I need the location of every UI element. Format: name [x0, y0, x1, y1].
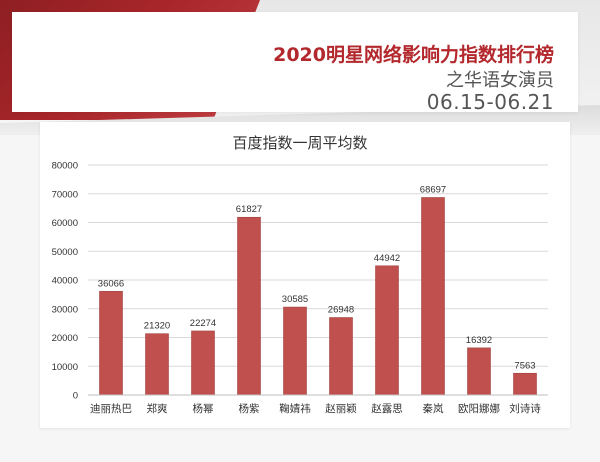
x-tick-label: 秦岚: [423, 402, 444, 415]
bar: [237, 216, 261, 396]
bar: [421, 197, 445, 396]
y-tick-label: 10000: [52, 362, 78, 373]
data-label: 21320: [144, 321, 170, 332]
bar: [99, 291, 123, 396]
logo-chinese-text: 明星权力榜: [82, 49, 172, 69]
chart-title: 百度指数一周平均数: [232, 134, 368, 152]
y-tick-label: 40000: [52, 276, 78, 287]
data-label: 7563: [514, 360, 535, 371]
bar: [467, 347, 491, 396]
data-label: 61827: [236, 204, 262, 215]
bar: [375, 265, 399, 396]
logo-p-mark-icon: [50, 42, 80, 68]
data-label: 36066: [98, 278, 124, 289]
x-tick-label: 郑爽: [147, 402, 168, 415]
x-tick-label: 赵露思: [371, 402, 403, 415]
data-label: 16392: [466, 335, 492, 346]
data-label: 26948: [328, 305, 354, 316]
x-tick-label: 欧阳娜娜: [458, 402, 500, 415]
bar: [191, 330, 215, 396]
x-tick-label: 迪丽热巴: [90, 402, 132, 415]
page-subtitle: 之华语女演员: [446, 70, 554, 91]
date-range: 06.15-06.21: [426, 90, 554, 114]
page-title: 2020明星网络影响力指数排行榜: [273, 44, 554, 66]
y-tick-label: 80000: [52, 161, 78, 172]
x-tick-label: 杨幂: [193, 402, 214, 415]
x-tick-label: 杨紫: [239, 402, 260, 415]
powerstar-logo: 明星权力榜 OWERSTAR: [46, 42, 216, 92]
y-tick-label: 60000: [52, 218, 78, 229]
bar: [283, 306, 307, 396]
bar: [145, 333, 169, 396]
y-tick-label: 20000: [52, 333, 78, 344]
data-label: 68697: [420, 184, 446, 195]
y-tick-label: 70000: [52, 189, 78, 200]
data-label: 22274: [190, 318, 216, 329]
x-tick-label: 赵丽颖: [325, 402, 357, 415]
header-card: [12, 12, 578, 112]
x-tick-label: 鞠婧祎: [279, 402, 311, 415]
bar: [513, 372, 537, 396]
y-tick-label: 30000: [52, 304, 78, 315]
data-label: 30585: [282, 294, 308, 305]
y-tick-label: 50000: [52, 247, 78, 258]
x-tick-label: 刘诗诗: [509, 402, 541, 415]
logo-english-text: OWERSTAR: [68, 68, 175, 88]
data-label: 44942: [374, 253, 400, 264]
y-tick-label: 0: [73, 391, 78, 402]
bar: [329, 317, 353, 396]
